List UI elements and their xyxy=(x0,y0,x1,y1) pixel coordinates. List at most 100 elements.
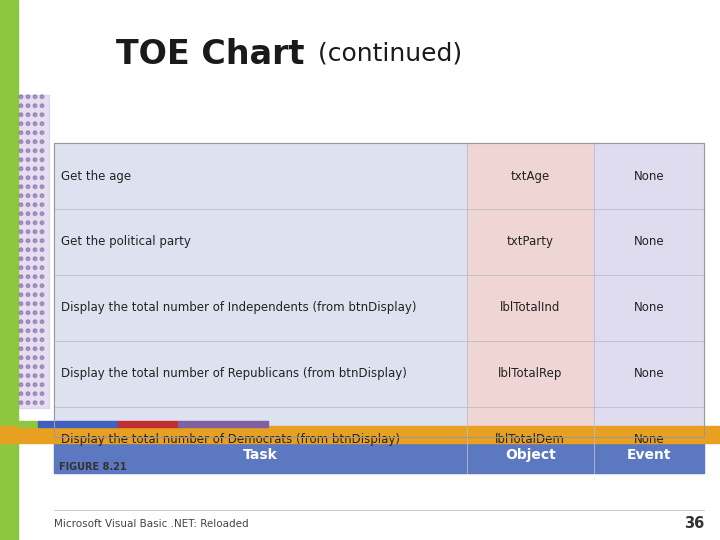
Circle shape xyxy=(33,311,37,314)
Circle shape xyxy=(19,257,23,260)
Text: Task: Task xyxy=(243,448,278,462)
Circle shape xyxy=(33,212,37,215)
Circle shape xyxy=(26,356,30,360)
Circle shape xyxy=(33,320,37,323)
Circle shape xyxy=(19,140,23,144)
Circle shape xyxy=(19,194,23,198)
Circle shape xyxy=(40,329,44,333)
Circle shape xyxy=(33,185,37,188)
Text: FIGURE 8.21: FIGURE 8.21 xyxy=(59,462,127,472)
Circle shape xyxy=(26,374,30,377)
Circle shape xyxy=(19,113,23,117)
Circle shape xyxy=(26,221,30,225)
Circle shape xyxy=(40,365,44,368)
Circle shape xyxy=(26,194,30,198)
Circle shape xyxy=(33,338,37,341)
Text: None: None xyxy=(634,301,665,314)
Bar xyxy=(467,341,593,407)
Circle shape xyxy=(40,302,44,306)
Text: (continued): (continued) xyxy=(310,42,462,66)
Circle shape xyxy=(33,239,37,242)
Circle shape xyxy=(40,338,44,341)
Circle shape xyxy=(19,203,23,206)
Bar xyxy=(593,209,704,275)
Circle shape xyxy=(33,149,37,152)
Circle shape xyxy=(19,221,23,225)
Circle shape xyxy=(33,95,37,98)
Bar xyxy=(467,275,593,341)
Circle shape xyxy=(19,158,23,161)
Circle shape xyxy=(40,176,44,179)
Text: Object: Object xyxy=(505,448,556,462)
Circle shape xyxy=(19,95,23,98)
Bar xyxy=(18,421,38,427)
Circle shape xyxy=(26,230,30,233)
Circle shape xyxy=(26,275,30,279)
Circle shape xyxy=(26,329,30,333)
Circle shape xyxy=(26,266,30,269)
Circle shape xyxy=(40,140,44,144)
Bar xyxy=(467,407,593,472)
Circle shape xyxy=(40,194,44,198)
Circle shape xyxy=(19,149,23,152)
Bar xyxy=(54,407,467,472)
Circle shape xyxy=(19,401,23,404)
Circle shape xyxy=(33,113,37,117)
Circle shape xyxy=(26,149,30,152)
Circle shape xyxy=(33,383,37,387)
Circle shape xyxy=(40,401,44,404)
Text: TOE Chart: TOE Chart xyxy=(117,37,305,71)
Circle shape xyxy=(40,131,44,134)
Text: None: None xyxy=(634,170,665,183)
Circle shape xyxy=(33,257,37,260)
Text: Display the total number of Independents (from btnDisplay): Display the total number of Independents… xyxy=(61,301,416,314)
Circle shape xyxy=(40,311,44,314)
Circle shape xyxy=(33,392,37,395)
Circle shape xyxy=(26,158,30,161)
Circle shape xyxy=(33,266,37,269)
Circle shape xyxy=(26,176,30,179)
Bar xyxy=(38,421,118,427)
Circle shape xyxy=(40,230,44,233)
Circle shape xyxy=(19,176,23,179)
Circle shape xyxy=(40,392,44,395)
Circle shape xyxy=(19,338,23,341)
Circle shape xyxy=(19,383,23,387)
Circle shape xyxy=(33,401,37,404)
Circle shape xyxy=(40,284,44,287)
Circle shape xyxy=(40,347,44,350)
Text: lblTotalDem: lblTotalDem xyxy=(495,433,565,446)
Circle shape xyxy=(19,122,23,125)
Bar xyxy=(467,143,593,209)
Circle shape xyxy=(19,266,23,269)
Circle shape xyxy=(40,203,44,206)
Circle shape xyxy=(19,212,23,215)
Circle shape xyxy=(26,284,30,287)
Text: Microsoft Visual Basic .NET: Reloaded: Microsoft Visual Basic .NET: Reloaded xyxy=(54,519,248,529)
Circle shape xyxy=(19,104,23,107)
Circle shape xyxy=(26,365,30,368)
Circle shape xyxy=(40,374,44,377)
Circle shape xyxy=(26,383,30,387)
Circle shape xyxy=(26,302,30,306)
Text: txtParty: txtParty xyxy=(507,235,554,248)
Circle shape xyxy=(33,104,37,107)
Text: None: None xyxy=(634,433,665,446)
Circle shape xyxy=(33,176,37,179)
Circle shape xyxy=(26,104,30,107)
Circle shape xyxy=(19,374,23,377)
Text: Get the age: Get the age xyxy=(61,170,131,183)
Circle shape xyxy=(26,239,30,242)
Bar xyxy=(593,143,704,209)
Circle shape xyxy=(40,275,44,279)
Circle shape xyxy=(40,113,44,117)
Circle shape xyxy=(19,167,23,171)
Circle shape xyxy=(33,131,37,134)
Circle shape xyxy=(26,167,30,171)
Circle shape xyxy=(40,266,44,269)
Circle shape xyxy=(19,356,23,360)
Circle shape xyxy=(40,104,44,107)
Circle shape xyxy=(26,122,30,125)
Circle shape xyxy=(33,365,37,368)
Circle shape xyxy=(26,401,30,404)
